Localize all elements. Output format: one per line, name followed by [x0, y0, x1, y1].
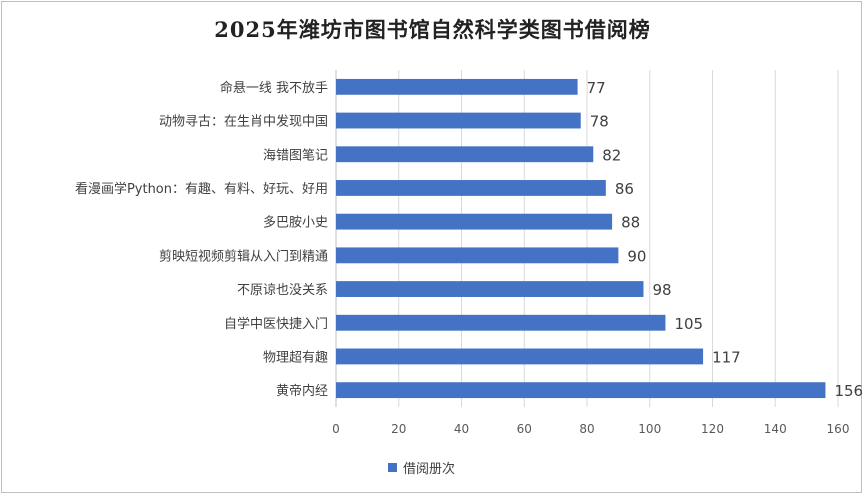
x-tick-label: 100 — [638, 422, 661, 436]
data-label: 90 — [627, 247, 646, 265]
category-label: 不原谅也没关系 — [237, 283, 328, 298]
category-label: 剪映短视频剪辑从入门到精通 — [159, 248, 328, 264]
bar — [336, 78, 578, 95]
x-tick-label: 20 — [391, 422, 406, 436]
data-label: 156 — [834, 382, 863, 400]
legend: 借阅册次 — [388, 458, 455, 477]
category-label: 看漫画学Python：有趣、有料、好玩、好用 — [75, 181, 328, 197]
bar — [336, 281, 644, 297]
data-label: 117 — [712, 348, 741, 366]
data-label: 77 — [587, 79, 606, 97]
category-label: 海错图笔记 — [263, 147, 328, 163]
bar — [336, 382, 826, 399]
bar — [336, 180, 606, 196]
bar — [336, 314, 666, 331]
bar — [336, 213, 613, 230]
category-label: 命悬一线 我不放手 — [220, 80, 328, 96]
x-tick-label: 120 — [701, 422, 724, 436]
x-tick-label: 160 — [827, 422, 850, 436]
legend-swatch — [388, 463, 397, 472]
bar — [336, 146, 594, 163]
chart-title: 2025年潍坊市图书馆自然科学类图书借阅榜 — [214, 17, 651, 42]
x-tick-label: 0 — [332, 422, 340, 436]
legend-label: 借阅册次 — [403, 462, 456, 477]
bar — [336, 112, 581, 129]
x-tick-label: 40 — [454, 422, 469, 436]
bar — [336, 247, 619, 264]
bar — [336, 348, 704, 365]
data-label: 82 — [602, 146, 621, 164]
data-label: 86 — [615, 180, 634, 198]
data-label: 78 — [590, 113, 609, 131]
data-label: 88 — [621, 214, 640, 232]
x-tick-label: 60 — [517, 422, 532, 436]
data-label: 105 — [674, 315, 703, 333]
category-label: 多巴胺小史 — [263, 215, 328, 231]
category-label: 黄帝内经 — [276, 383, 328, 399]
category-label: 物理超有趣 — [263, 350, 328, 365]
category-label: 自学中医快捷入门 — [224, 316, 328, 332]
data-label: 98 — [652, 281, 671, 299]
x-tick-label: 140 — [764, 422, 787, 436]
x-tick-label: 80 — [579, 422, 594, 436]
category-label: 动物寻古：在生肖中发现中国 — [159, 114, 328, 130]
